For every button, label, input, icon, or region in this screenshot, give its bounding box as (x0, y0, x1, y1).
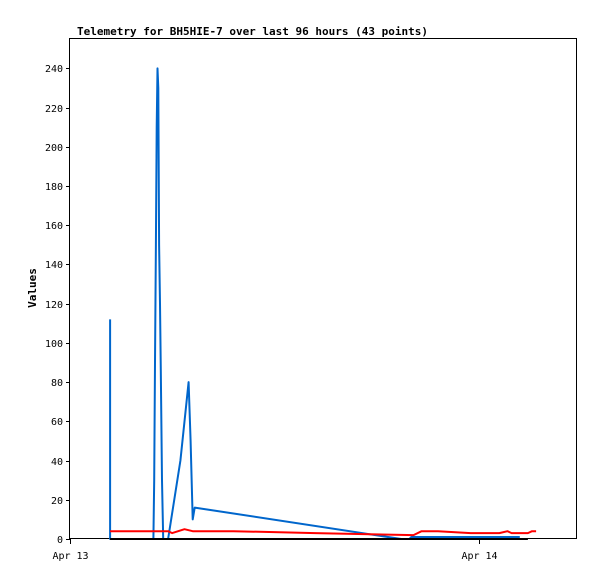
y-axis: 0 20 40 60 80 100 120 140 160 180 200 220 240 (45, 64, 70, 546)
y-tick-label: 200 (45, 143, 63, 154)
x-tick-label: Apr 14 (461, 551, 497, 562)
y-tick-label: 20 (51, 496, 63, 507)
y-tick-label: 120 (45, 300, 63, 311)
y-tick-label: 100 (45, 339, 63, 350)
series-layer (109, 67, 537, 540)
y-tick-label: 60 (51, 417, 63, 428)
series-line-2 (110, 528, 537, 537)
y-tick-label: 80 (51, 378, 63, 389)
y-tick-label: 180 (45, 182, 63, 193)
y-tick-label: 40 (51, 457, 63, 468)
plot-frame (69, 38, 577, 539)
x-tick-label: Apr 13 (52, 551, 88, 562)
x-axis: Apr 13 Apr 14 (52, 539, 498, 562)
y-tick-label: 160 (45, 221, 63, 232)
y-tick-label: 0 (57, 535, 63, 546)
series-line-1 (109, 67, 520, 540)
y-tick-label: 140 (45, 260, 63, 271)
y-tick-label: 240 (45, 64, 63, 75)
y-axis-label: Values (26, 268, 39, 308)
y-tick-label: 220 (45, 104, 63, 115)
chart-title: Telemetry for BH5HIE-7 over last 96 hour… (77, 25, 428, 38)
